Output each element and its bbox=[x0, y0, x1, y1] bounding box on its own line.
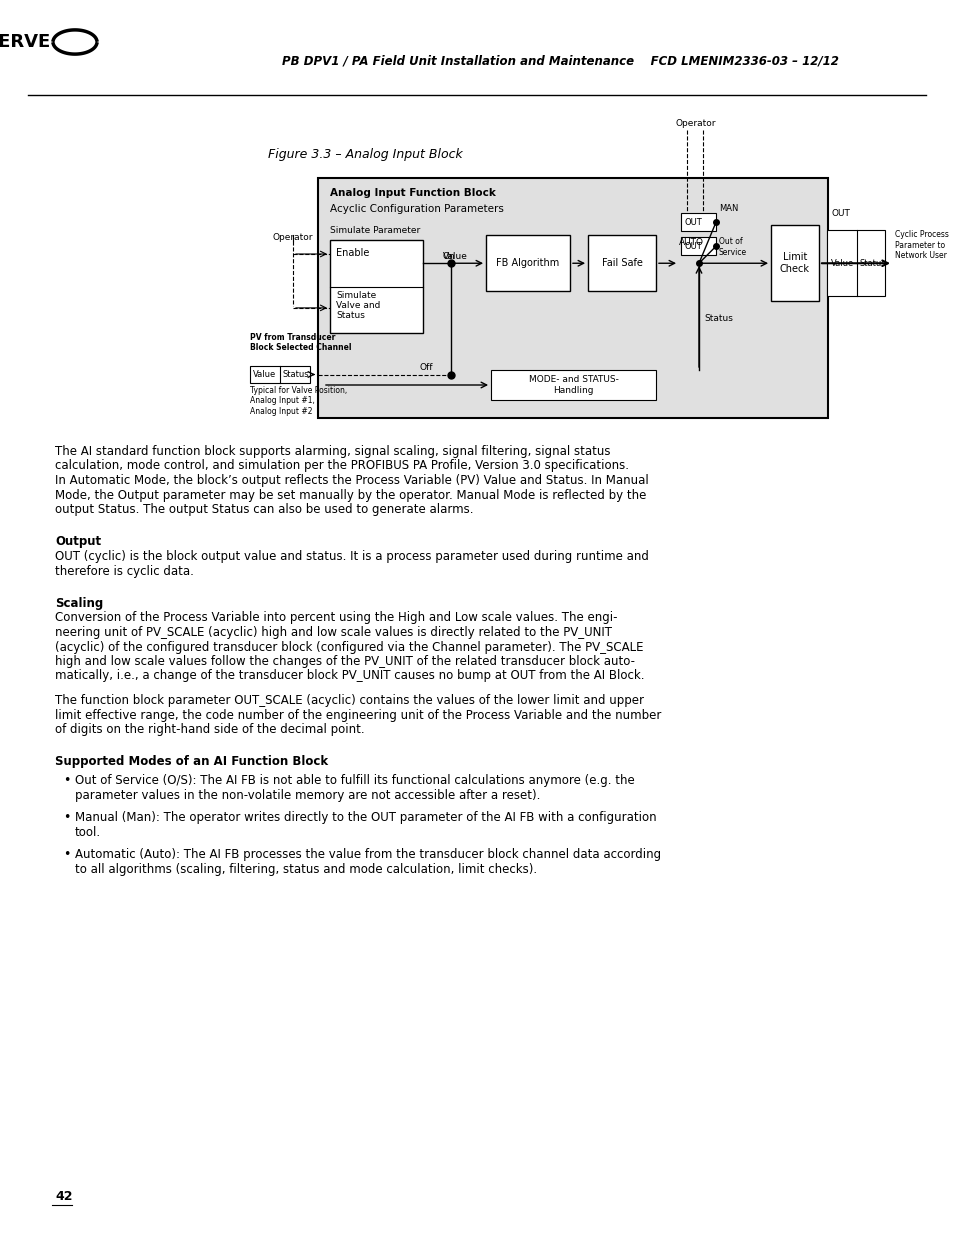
Text: Supported Modes of an AI Function Block: Supported Modes of an AI Function Block bbox=[55, 756, 328, 768]
Text: Enable: Enable bbox=[335, 248, 369, 258]
Text: FB Algorithm: FB Algorithm bbox=[496, 258, 559, 268]
Text: limit effective range, the code number of the engineering unit of the Process Va: limit effective range, the code number o… bbox=[55, 709, 660, 721]
Text: output Status. The output Status can also be used to generate alarms.: output Status. The output Status can als… bbox=[55, 503, 473, 516]
Text: PV from Transducer
Block Selected Channel: PV from Transducer Block Selected Channe… bbox=[250, 332, 351, 352]
Text: Manual (Man): The operator writes directly to the OUT parameter of the AI FB wit: Manual (Man): The operator writes direct… bbox=[75, 811, 656, 824]
Text: Simulate
Valve and
Status: Simulate Valve and Status bbox=[335, 290, 380, 320]
Text: parameter values in the non-volatile memory are not accessible after a reset).: parameter values in the non-volatile mem… bbox=[75, 788, 539, 802]
Text: Cyclic Process
Parameter to
Network User: Cyclic Process Parameter to Network User bbox=[894, 230, 948, 261]
Text: Scaling: Scaling bbox=[55, 597, 103, 610]
Bar bbox=[485, 235, 569, 291]
Text: (acyclic) of the configured transducer block (configured via the Channel paramet: (acyclic) of the configured transducer b… bbox=[55, 641, 643, 653]
Text: MODE- and STATUS-
Handling: MODE- and STATUS- Handling bbox=[528, 375, 618, 395]
Text: Mode, the Output parameter may be set manually by the operator. Manual Mode is r: Mode, the Output parameter may be set ma… bbox=[55, 489, 646, 501]
Text: Acyclic Configuration Parameters: Acyclic Configuration Parameters bbox=[330, 204, 503, 214]
Bar bbox=[826, 230, 884, 296]
Text: The function block parameter OUT_SCALE (acyclic) contains the values of the lowe: The function block parameter OUT_SCALE (… bbox=[55, 694, 643, 706]
Text: Status: Status bbox=[703, 314, 732, 324]
Text: •: • bbox=[63, 848, 71, 861]
Text: Status: Status bbox=[283, 370, 310, 379]
Text: AUTO: AUTO bbox=[679, 238, 703, 247]
Text: OUT (cyclic) is the block output value and status. It is a process parameter use: OUT (cyclic) is the block output value a… bbox=[55, 550, 648, 563]
Text: Out of
Service: Out of Service bbox=[719, 237, 746, 257]
Text: Limit
Check: Limit Check bbox=[780, 252, 809, 274]
Text: •: • bbox=[63, 774, 71, 787]
Text: calculation, mode control, and simulation per the PROFIBUS PA Profile, Version 3: calculation, mode control, and simulatio… bbox=[55, 459, 628, 473]
Text: Output: Output bbox=[55, 536, 101, 548]
Text: neering unit of PV_SCALE (acyclic) high and low scale values is directly related: neering unit of PV_SCALE (acyclic) high … bbox=[55, 626, 612, 638]
Text: OUT: OUT bbox=[684, 242, 702, 251]
Text: therefore is cyclic data.: therefore is cyclic data. bbox=[55, 564, 193, 578]
Text: Operator: Operator bbox=[675, 119, 715, 128]
Text: Off: Off bbox=[419, 363, 433, 373]
Bar bbox=[330, 240, 422, 333]
Bar bbox=[680, 237, 716, 256]
Text: OUT: OUT bbox=[684, 217, 702, 227]
Text: Fail Safe: Fail Safe bbox=[601, 258, 641, 268]
Text: of digits on the right-hand side of the decimal point.: of digits on the right-hand side of the … bbox=[55, 722, 364, 736]
Bar bbox=[317, 178, 827, 417]
Text: to all algorithms (scaling, filtering, status and mode calculation, limit checks: to all algorithms (scaling, filtering, s… bbox=[75, 862, 537, 876]
Text: high and low scale values follow the changes of the PV_UNIT of the related trans: high and low scale values follow the cha… bbox=[55, 655, 635, 668]
Text: The AI standard function block supports alarming, signal scaling, signal filteri: The AI standard function block supports … bbox=[55, 445, 610, 458]
Text: In Automatic Mode, the block’s output reflects the Process Variable (PV) Value a: In Automatic Mode, the block’s output re… bbox=[55, 474, 648, 487]
Text: OUT: OUT bbox=[831, 209, 850, 219]
Text: Status: Status bbox=[859, 259, 885, 268]
Bar bbox=[587, 235, 656, 291]
Text: Out of Service (O/S): The AI FB is not able to fulfill its functional calculatio: Out of Service (O/S): The AI FB is not a… bbox=[75, 774, 634, 787]
Text: On: On bbox=[442, 252, 456, 262]
Text: MAN: MAN bbox=[719, 204, 738, 214]
Bar bbox=[770, 225, 818, 301]
Text: Simulate Parameter: Simulate Parameter bbox=[330, 226, 420, 235]
Bar bbox=[680, 214, 716, 231]
Text: 42: 42 bbox=[55, 1191, 72, 1203]
Bar bbox=[491, 370, 656, 400]
Text: Figure 3.3 – Analog Input Block: Figure 3.3 – Analog Input Block bbox=[268, 148, 462, 161]
Text: PB DPV1 / PA Field Unit Installation and Maintenance    FCD LMENIM2336-03 – 12/1: PB DPV1 / PA Field Unit Installation and… bbox=[281, 56, 838, 68]
Text: Conversion of the Process Variable into percent using the High and Low scale val: Conversion of the Process Variable into … bbox=[55, 611, 617, 625]
Text: matically, i.e., a change of the transducer block PV_UNIT causes no bump at OUT : matically, i.e., a change of the transdu… bbox=[55, 669, 644, 683]
Text: Typical for Valve Position,
Analog Input #1,
Analog Input #2: Typical for Valve Position, Analog Input… bbox=[250, 387, 347, 416]
Text: tool.: tool. bbox=[75, 825, 101, 839]
Text: Analog Input Function Block: Analog Input Function Block bbox=[330, 188, 496, 198]
Text: Value: Value bbox=[253, 370, 276, 379]
Text: Operator: Operator bbox=[273, 233, 314, 242]
Text: •: • bbox=[63, 811, 71, 824]
Text: Automatic (Auto): The AI FB processes the value from the transducer block channe: Automatic (Auto): The AI FB processes th… bbox=[75, 848, 660, 861]
Text: FLOWSERVE: FLOWSERVE bbox=[0, 33, 51, 51]
Text: Value: Value bbox=[442, 252, 468, 262]
Text: Value: Value bbox=[830, 259, 853, 268]
Bar bbox=[250, 366, 310, 383]
